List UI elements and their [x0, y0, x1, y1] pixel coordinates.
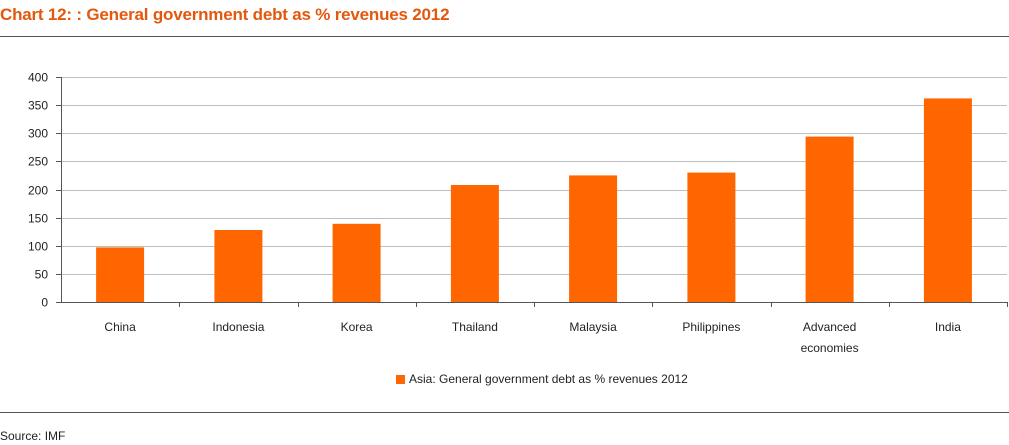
y-tick-label: 0	[41, 296, 48, 310]
y-tick-label: 300	[28, 127, 48, 141]
bar	[569, 175, 618, 302]
bar	[450, 185, 499, 302]
y-tick-label: 50	[35, 268, 49, 282]
x-tick-label-line: Philippines	[682, 320, 740, 334]
x-tick-label-line: economies	[801, 341, 859, 355]
bottom-divider	[0, 412, 1009, 413]
x-tick-label: China	[104, 320, 136, 334]
bar	[96, 247, 145, 302]
x-tick-label-line: Thailand	[452, 320, 498, 334]
bar	[923, 98, 972, 303]
y-tick-label: 200	[28, 184, 48, 198]
y-tick-label: 350	[28, 99, 48, 113]
gridlines	[61, 77, 1007, 275]
top-divider	[0, 36, 1009, 37]
axes	[56, 77, 1008, 307]
x-tick-label-line: India	[935, 320, 961, 334]
legend-swatch	[396, 374, 405, 384]
bar-chart: 0 50 100 150 200 250 300 350 400 China Indonesia Ko…	[28, 71, 1008, 356]
chart-title: Chart 12: : General government debt as %…	[0, 5, 450, 24]
x-tick-label-line: Indonesia	[212, 320, 264, 334]
bar	[332, 223, 381, 302]
x-tick-label-line: China	[104, 320, 136, 334]
x-tick-label: India	[935, 320, 961, 334]
x-tick-label: Advanced economies	[801, 320, 859, 355]
x-tick-label-line: Korea	[341, 320, 373, 334]
x-tick-label: Indonesia	[212, 320, 264, 334]
x-tick-label: Thailand	[452, 320, 498, 334]
y-tick-label: 100	[28, 240, 48, 254]
x-tick-label: Malaysia	[569, 320, 617, 334]
bars	[96, 98, 972, 303]
axis-labels: 0 50 100 150 200 250 300 350 400 China Indonesia Ko…	[28, 71, 961, 356]
bar	[687, 172, 736, 302]
legend-label: Asia: General government debt as % reven…	[409, 372, 688, 386]
bar	[805, 136, 854, 302]
y-tick-label: 150	[28, 212, 48, 226]
source-note: Source: IMF	[0, 429, 66, 443]
legend: Asia: General government debt as % reven…	[396, 371, 688, 387]
y-tick-label: 250	[28, 155, 48, 169]
bar	[214, 230, 263, 302]
y-tick-label: 400	[28, 71, 48, 85]
x-tick-label-line: Malaysia	[569, 320, 617, 334]
x-tick-label: Korea	[341, 320, 373, 334]
x-tick-label-line: Advanced	[803, 320, 856, 334]
x-tick-label: Philippines	[682, 320, 740, 334]
